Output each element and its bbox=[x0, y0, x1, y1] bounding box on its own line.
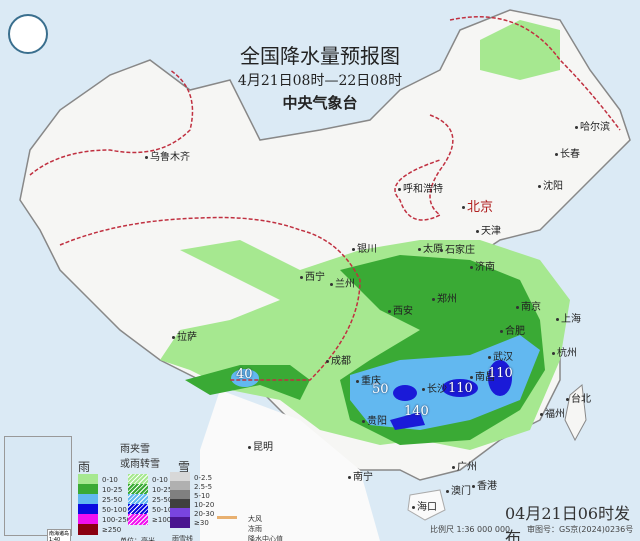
legend-rain-swatch bbox=[78, 484, 98, 495]
city-label: 拉萨 bbox=[172, 328, 197, 343]
city-label: 银川 bbox=[352, 240, 377, 255]
legend-rain-swatch bbox=[78, 494, 98, 505]
city-label: 澳门 bbox=[446, 482, 471, 497]
city-label: 广州 bbox=[452, 458, 477, 473]
legend-snow-swatch bbox=[170, 517, 190, 528]
legend-mixed-swatch bbox=[128, 484, 148, 495]
city-label: 重庆 bbox=[356, 372, 381, 387]
legend-orange-line bbox=[217, 516, 237, 519]
map-review-number: 审图号：GS京(2024)0236号 bbox=[527, 525, 634, 534]
inset-label: 南海诸岛 1:40 000 000 bbox=[47, 529, 71, 541]
cma-logo bbox=[8, 14, 48, 54]
legend-snow-label: 2.5-5 bbox=[194, 483, 213, 491]
issue-time: 04月21日06时发布 bbox=[505, 504, 631, 541]
rain-50-100-c bbox=[442, 379, 478, 397]
city-label: 贵阳 bbox=[362, 412, 387, 427]
legend-rain-label: ≥250 bbox=[102, 526, 122, 534]
legend-dots-label: 冻雨 bbox=[248, 525, 262, 533]
legend-snow-swatch bbox=[170, 490, 190, 501]
precip-center-value: 50 bbox=[372, 382, 389, 397]
city-label: 太原 bbox=[418, 240, 443, 255]
precip-center-value: 140 bbox=[404, 404, 429, 419]
city-label: 长沙 bbox=[422, 380, 447, 395]
city-label: 石家庄 bbox=[440, 241, 475, 256]
precip-center-value: 110 bbox=[488, 366, 513, 381]
city-label: 郑州 bbox=[432, 290, 457, 305]
city-label: 沈阳 bbox=[538, 177, 563, 192]
city-label: 昆明 bbox=[248, 438, 273, 453]
city-label: 海口 bbox=[412, 498, 437, 513]
rain-25-50-tibet bbox=[231, 369, 259, 387]
legend-mixed-label: 10-25 bbox=[152, 486, 173, 494]
map-scale: 比例尺 1:36 000 000 bbox=[430, 525, 511, 534]
legend-snow-label: 10-20 bbox=[194, 501, 215, 509]
city-label: 成都 bbox=[326, 352, 351, 367]
legend-rain-swatch bbox=[78, 504, 98, 515]
legend-mixed-label: 25-50 bbox=[152, 496, 173, 504]
legend-rain-label: 100-250 bbox=[102, 516, 132, 524]
legend-rain-label: 50-100 bbox=[102, 506, 127, 514]
city-label: 兰州 bbox=[330, 275, 355, 290]
issuer: 中央气象台 bbox=[282, 94, 358, 112]
rain-50-100-a bbox=[390, 412, 425, 430]
city-label: 香港 bbox=[472, 477, 497, 492]
legend-rain-swatch bbox=[78, 514, 98, 525]
legend-rain-label: 10-25 bbox=[102, 486, 123, 494]
city-label: 合肥 bbox=[500, 322, 525, 337]
legend-snow-label: 5-10 bbox=[194, 492, 210, 500]
legend-snow-title: 雪 bbox=[178, 460, 191, 474]
city-label: 南昌 bbox=[470, 368, 495, 383]
legend-rain-snow-line-label: 雨雪线 bbox=[172, 535, 193, 541]
city-label: 乌鲁木齐 bbox=[145, 148, 190, 163]
city-label: 福州 bbox=[540, 405, 565, 420]
city-label: 上海 bbox=[556, 310, 581, 325]
legend-mixed-label: ≥100 bbox=[152, 516, 172, 524]
legend-snow-label: 20-30 bbox=[194, 510, 215, 518]
legend-mixed-swatch bbox=[128, 474, 148, 485]
city-label: 济南 bbox=[470, 258, 495, 273]
legend-center-mark-label: 降水中心值 bbox=[248, 535, 283, 541]
legend-mixed-label: 0-10 bbox=[152, 476, 168, 484]
forecast-period: 4月21日08时—22日08时 bbox=[237, 73, 403, 89]
legend-mixed-swatch bbox=[128, 514, 148, 525]
legend-rain-swatch bbox=[78, 474, 98, 485]
rain-0-10-north bbox=[480, 20, 560, 80]
legend-rain-title: 雨 bbox=[78, 460, 91, 474]
city-label: 南京 bbox=[516, 298, 541, 313]
map-title: 全国降水量预报图 bbox=[240, 44, 400, 68]
city-label: 长春 bbox=[555, 145, 580, 160]
legend-rain-label: 25-50 bbox=[102, 496, 123, 504]
south-china-sea-inset: 南海诸岛 1:40 000 000 bbox=[4, 436, 72, 541]
rain-50-100-b bbox=[393, 385, 417, 401]
city-label: 西宁 bbox=[300, 268, 325, 283]
legend-snow-swatch bbox=[170, 508, 190, 519]
legend-mixed-label: 50-100 bbox=[152, 506, 177, 514]
land-southeast-asia bbox=[200, 390, 380, 541]
city-label: 武汉 bbox=[488, 348, 513, 363]
legend-snow-label: 0-2.5 bbox=[194, 474, 213, 482]
legend-mixed-title: 雨夹雪 或雨转雪 bbox=[120, 444, 160, 470]
city-label: 南宁 bbox=[348, 468, 373, 483]
legend-snow-swatch bbox=[170, 472, 190, 483]
legend-snow-swatch bbox=[170, 481, 190, 492]
legend-snow-label: ≥30 bbox=[194, 519, 209, 527]
legend-mixed-swatch bbox=[128, 494, 148, 505]
legend-orange-line-label: 大风 bbox=[248, 515, 262, 523]
city-label: 天津 bbox=[476, 222, 501, 237]
legend-snow-swatch bbox=[170, 499, 190, 510]
precip-center-value: 110 bbox=[448, 381, 473, 396]
legend: 雨 雨夹雪 或雨转雪雪 0-10 10-25 25-50 50-100 100-250 ≥25… bbox=[70, 440, 320, 541]
city-label: 西安 bbox=[388, 302, 413, 317]
legend-rain-label: 0-10 bbox=[102, 476, 118, 484]
city-label: 呼和浩特 bbox=[398, 180, 443, 195]
city-label: 杭州 bbox=[552, 344, 577, 359]
legend-unit: 单位：毫米 bbox=[120, 537, 155, 541]
city-label: 北京 bbox=[462, 196, 493, 215]
legend-mixed-swatch bbox=[128, 504, 148, 515]
legend-rain-swatch bbox=[78, 524, 98, 535]
city-label: 台北 bbox=[566, 390, 591, 405]
city-label: 哈尔滨 bbox=[575, 118, 610, 133]
precip-center-value: 40 bbox=[236, 367, 253, 382]
